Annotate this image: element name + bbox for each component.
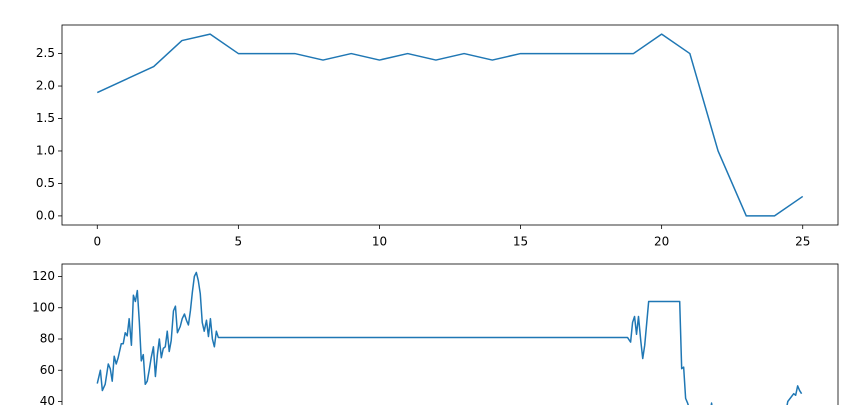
y-tick-label: 60 <box>40 363 55 377</box>
x-tick-label: 5 <box>235 235 243 249</box>
x-tick-label: 10 <box>372 235 387 249</box>
y-tick-label: 0.5 <box>36 176 55 190</box>
y-tick-label: 1.5 <box>36 111 55 125</box>
y-tick-label: 2.0 <box>36 79 55 93</box>
y-tick-label: 2.5 <box>36 46 55 60</box>
x-tick-label: 25 <box>795 235 810 249</box>
y-tick-label: 80 <box>40 332 55 346</box>
data-line <box>96 33 804 217</box>
x-tick-label: 0 <box>93 235 101 249</box>
y-tick-label: 100 <box>32 300 55 314</box>
y-tick-label: 1.0 <box>36 143 55 157</box>
y-tick-label: 0.0 <box>36 208 55 222</box>
y-tick-label: 40 <box>40 394 55 405</box>
y-tick-label: 120 <box>32 269 55 283</box>
x-tick-label: 20 <box>654 235 669 249</box>
x-tick-label: 15 <box>513 235 528 249</box>
axes-frame <box>61 263 839 405</box>
data-line <box>96 271 803 405</box>
axes-frame <box>61 24 839 226</box>
